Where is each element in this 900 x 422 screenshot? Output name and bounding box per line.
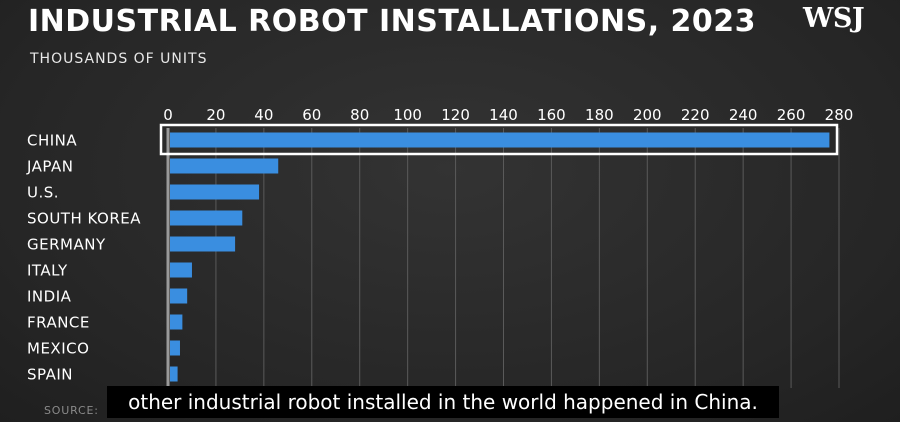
bar [170,184,260,200]
category-label: U.S. [27,184,59,202]
x-tick-label: 260 [777,106,806,124]
bar [170,132,830,148]
category-label: INDIA [27,288,72,306]
x-tick-label: 220 [681,106,710,124]
category-label: CHINA [27,132,77,150]
bar [170,262,192,278]
x-tick-label: 160 [537,106,566,124]
x-tick-label: 80 [350,106,369,124]
x-tick-label: 140 [489,106,518,124]
category-label: SPAIN [27,366,73,384]
x-tick-label: 180 [585,106,614,124]
highlight-outline [159,123,839,156]
bar [170,210,243,226]
category-label: SOUTH KOREA [27,210,141,228]
bars [170,132,830,382]
x-tick-label: 100 [393,106,422,124]
wsj-logo: WSJ [803,3,865,34]
bar [170,340,180,356]
bar [170,314,183,330]
video-caption: other industrial robot installed in the … [107,386,779,418]
category-label: GERMANY [27,236,106,254]
x-tick-label: 120 [441,106,470,124]
category-label: ITALY [27,262,68,280]
x-tick-label: 20 [206,106,225,124]
source-note: SOURCE: [44,404,99,417]
bar [170,366,178,382]
chart-title: INDUSTRIAL ROBOT INSTALLATIONS, 2023 [28,4,757,39]
bar [170,158,279,174]
x-tick-label: 200 [633,106,662,124]
bar [170,236,236,252]
grid-lines [166,128,840,388]
x-tick-label: 60 [302,106,321,124]
x-axis-ticks: 0 20 40 60 80 100 120 140 160 180 200 220 240 260 280 [163,106,853,124]
x-tick-label: 0 [163,106,173,124]
x-tick-label: 280 [825,106,854,124]
bar [170,288,188,304]
category-label: FRANCE [27,314,90,332]
category-label: JAPAN [26,158,74,176]
highlight-box [159,123,839,156]
chart-subtitle: THOUSANDS OF UNITS [30,51,208,67]
x-tick-label: 40 [254,106,273,124]
category-label: MEXICO [27,340,89,358]
category-labels: CHINA JAPAN U.S. SOUTH KOREA GERMANY ITALY IND… [26,132,141,384]
x-tick-label: 240 [729,106,758,124]
